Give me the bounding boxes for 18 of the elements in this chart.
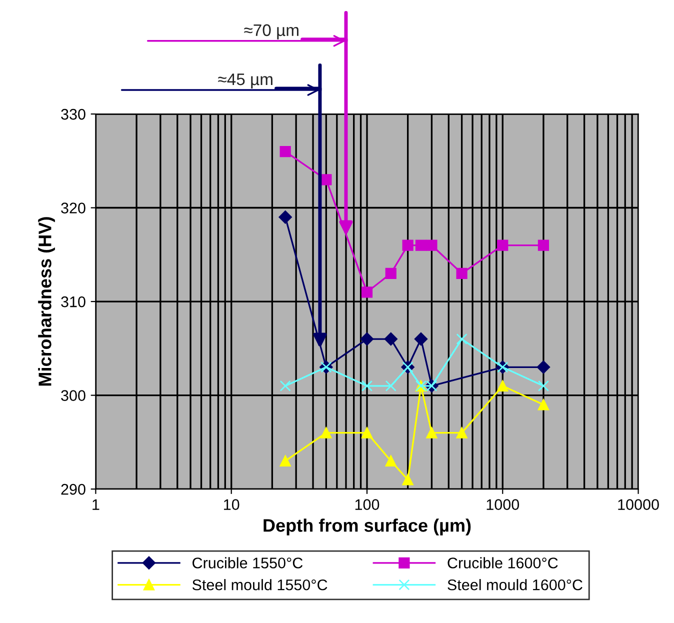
x-tick-label: 1000 <box>486 499 520 510</box>
x-axis-title: Depth from surface (µm) <box>264 518 471 536</box>
legend-label: Steel mould 1550°C <box>192 579 328 590</box>
annotation: ≈70 µm <box>244 24 298 40</box>
y-tick-label: 320 <box>61 202 86 214</box>
x-tick-label: 1 <box>92 499 100 510</box>
legend-label: Steel mould 1600°C <box>448 579 582 590</box>
legend-label: Crucible 1550°C <box>192 557 303 568</box>
y-tick-label: 330 <box>61 108 86 120</box>
annotation: ≈45 µm <box>218 74 272 89</box>
y-axis-title: Microhardness (HV) <box>38 217 55 386</box>
y-tick-label: 290 <box>61 484 86 495</box>
x-tick-label: 10000 <box>618 499 659 510</box>
legend-label: Crucible 1600°C <box>448 557 558 568</box>
x-tick-label: 10 <box>224 499 240 510</box>
y-tick-label: 300 <box>61 390 86 401</box>
x-tick-label: 100 <box>355 499 380 510</box>
y-tick-label: 310 <box>61 296 86 308</box>
